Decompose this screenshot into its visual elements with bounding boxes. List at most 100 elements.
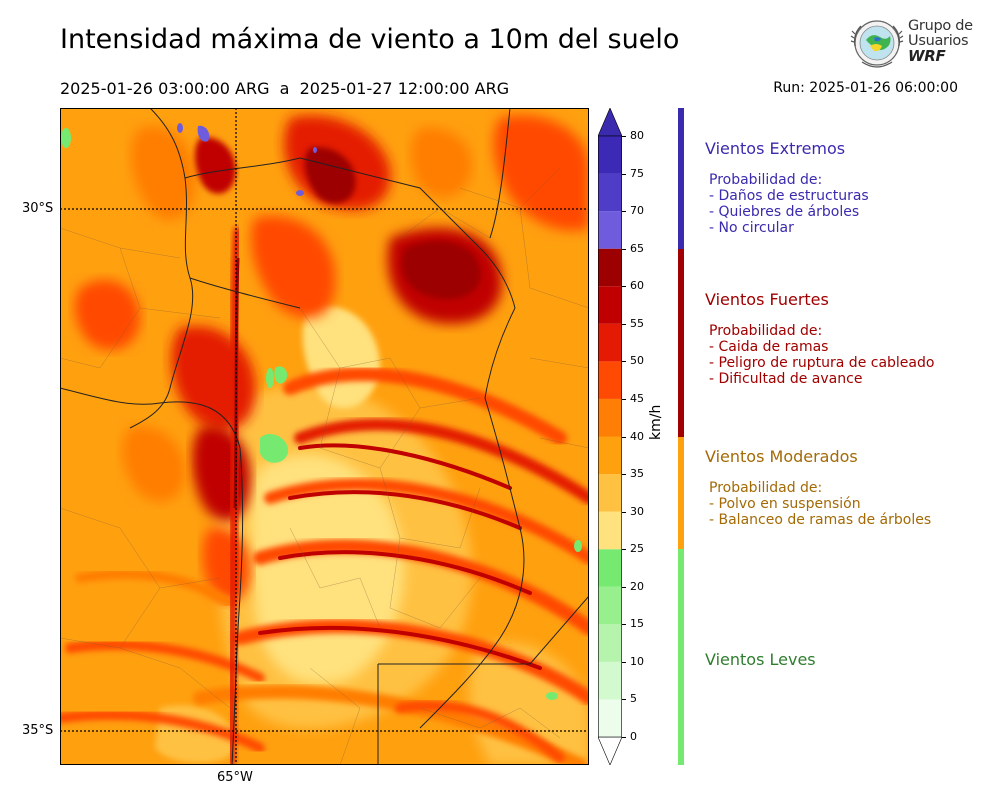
colorbar-tick-mark — [622, 248, 626, 250]
gu-wrf-logo: Grupo de Usuarios WRF — [848, 16, 973, 72]
category-item: - Quiebres de árboles — [709, 204, 860, 220]
logo-text: Grupo de Usuarios WRF — [908, 19, 973, 64]
category-description: Probabilidad de: - Polvo en suspensión - B… — [709, 480, 931, 528]
colorbar-tick-mark — [622, 361, 626, 363]
colorbar-tick-mark — [622, 286, 626, 288]
category-item: - No circular — [709, 220, 794, 236]
colorbar-tick-35: 35 — [630, 467, 644, 481]
colorbar-tick-mark — [622, 173, 626, 175]
colorbar-tick-55: 55 — [630, 316, 644, 330]
category-fuertes: Vientos Fuertes Probabilidad de: - Caida d… — [705, 290, 934, 387]
lat-label-30s: 30°S — [22, 201, 54, 216]
colorbar-tick-mark — [622, 511, 626, 513]
colorbar-tick-15: 15 — [630, 617, 644, 631]
colorbar-tick-65: 65 — [630, 241, 644, 255]
colorbar-tick-0: 0 — [630, 730, 637, 743]
department-boundaries — [60, 167, 589, 765]
map-frame — [60, 108, 589, 765]
category-title: Vientos Leves — [705, 650, 816, 669]
colorbar-tick-mark — [622, 737, 626, 738]
colorbar-tick-mark — [622, 398, 626, 400]
category-title: Vientos Fuertes — [705, 290, 829, 309]
colorbar-tick-20: 20 — [630, 579, 644, 593]
colorbar-tick-45: 45 — [630, 391, 644, 405]
forecast-period: 2025-01-26 03:00:00 ARG a 2025-01-27 12:… — [60, 79, 510, 98]
colorbar — [597, 107, 623, 766]
model-run-time: Run: 2025-01-26 06:00:00 — [773, 80, 958, 96]
lon-label-65w: 65°W — [217, 770, 253, 785]
logo-line-2: Usuarios — [908, 33, 969, 49]
extreme-specks — [177, 123, 317, 196]
category-title: Vientos Extremos — [705, 139, 846, 158]
category-item: - Balanceo de ramas de árboles — [709, 512, 932, 528]
legend-bar-moderados — [678, 436, 684, 550]
colorbar-svg — [597, 107, 623, 766]
legend-bar-fuertes — [678, 248, 684, 437]
colorbar-bin-6 — [598, 474, 622, 512]
category-item: - Peligro de ruptura de cableado — [709, 355, 935, 371]
colorbar-bin-5 — [598, 511, 622, 550]
colorbar-tick-70: 70 — [630, 204, 644, 218]
colorbar-tick-mark — [622, 586, 626, 588]
colorbar-tick-mark — [622, 436, 626, 438]
lat-label-35s: 35°S — [22, 723, 54, 738]
colorbar-bin-12 — [598, 248, 622, 287]
map-title: Intensidad máxima de viento a 10m del su… — [60, 24, 680, 55]
colorbar-tick-mark — [622, 136, 626, 137]
category-heading: Probabilidad de: — [709, 323, 823, 339]
category-item: - Dificultad de avance — [709, 371, 863, 387]
category-description: Probabilidad de: - Caida de ramas - Peligr… — [709, 323, 934, 387]
colorbar-tick-25: 25 — [630, 542, 644, 556]
colorbar-bin-3 — [598, 586, 622, 625]
colorbar-bin-14 — [598, 173, 622, 212]
category-extremos: Vientos Extremos Probabilidad de: - Daños … — [705, 139, 869, 236]
category-moderados: Vientos Moderados Probabilidad de: - Polvo… — [705, 447, 931, 528]
logo-line-3: WRF — [908, 47, 946, 65]
colorbar-tick-5: 5 — [630, 692, 637, 706]
category-item: - Polvo en suspensión — [709, 496, 861, 512]
colorbar-bin-4 — [598, 549, 622, 587]
colorbar-bin-2 — [598, 624, 622, 662]
colorbar-bin-1 — [598, 661, 622, 700]
colorbar-extend-top — [597, 107, 623, 137]
category-heading: Probabilidad de: — [709, 480, 823, 496]
ridge-core — [233, 257, 240, 509]
colorbar-tick-80: 80 — [630, 129, 644, 142]
calm-patches — [61, 128, 582, 700]
colorbar-tick-mark — [622, 661, 626, 663]
graticule — [60, 108, 589, 765]
colorbar-bin-0 — [598, 699, 622, 737]
colorbar-tick-50: 50 — [630, 354, 644, 368]
colorbar-bin-9 — [598, 361, 622, 399]
colorbar-extend-bottom — [597, 736, 623, 766]
category-leves: Vientos Leves — [705, 650, 816, 669]
colorbar-tick-40: 40 — [630, 429, 644, 443]
colorbar-unit: km/h — [648, 404, 664, 440]
colorbar-tick-mark — [622, 624, 626, 626]
colorbar-tick-mark — [622, 549, 626, 551]
legend-bar-leves — [678, 549, 684, 765]
colorbar-tick-60: 60 — [630, 279, 644, 293]
colorbar-bin-13 — [598, 211, 622, 249]
colorbar-bin-11 — [598, 286, 622, 324]
wind-map — [60, 108, 589, 765]
colorbar-bin-7 — [598, 436, 622, 475]
globe-seal-icon — [850, 20, 904, 68]
colorbar-tick-30: 30 — [630, 504, 644, 518]
category-item: - Daños de estructuras — [709, 188, 869, 204]
category-item: - Caida de ramas — [709, 339, 829, 355]
colorbar-tick-mark — [622, 323, 626, 325]
colorbar-tick-mark — [622, 474, 626, 476]
province-boundaries — [60, 108, 589, 765]
colorbar-bin-8 — [598, 398, 622, 437]
colorbar-tick-mark — [622, 211, 626, 213]
colorbar-tick-75: 75 — [630, 166, 644, 180]
category-description: Probabilidad de: - Daños de estructuras - … — [709, 172, 869, 236]
colorbar-tick-mark — [622, 699, 626, 701]
colorbar-tick-10: 10 — [630, 654, 644, 668]
logo-line-1: Grupo de — [908, 18, 973, 34]
colorbar-frame — [598, 135, 622, 738]
category-heading: Probabilidad de: — [709, 172, 823, 188]
colorbar-bin-15 — [598, 136, 622, 174]
colorbar-bin-10 — [598, 323, 622, 362]
